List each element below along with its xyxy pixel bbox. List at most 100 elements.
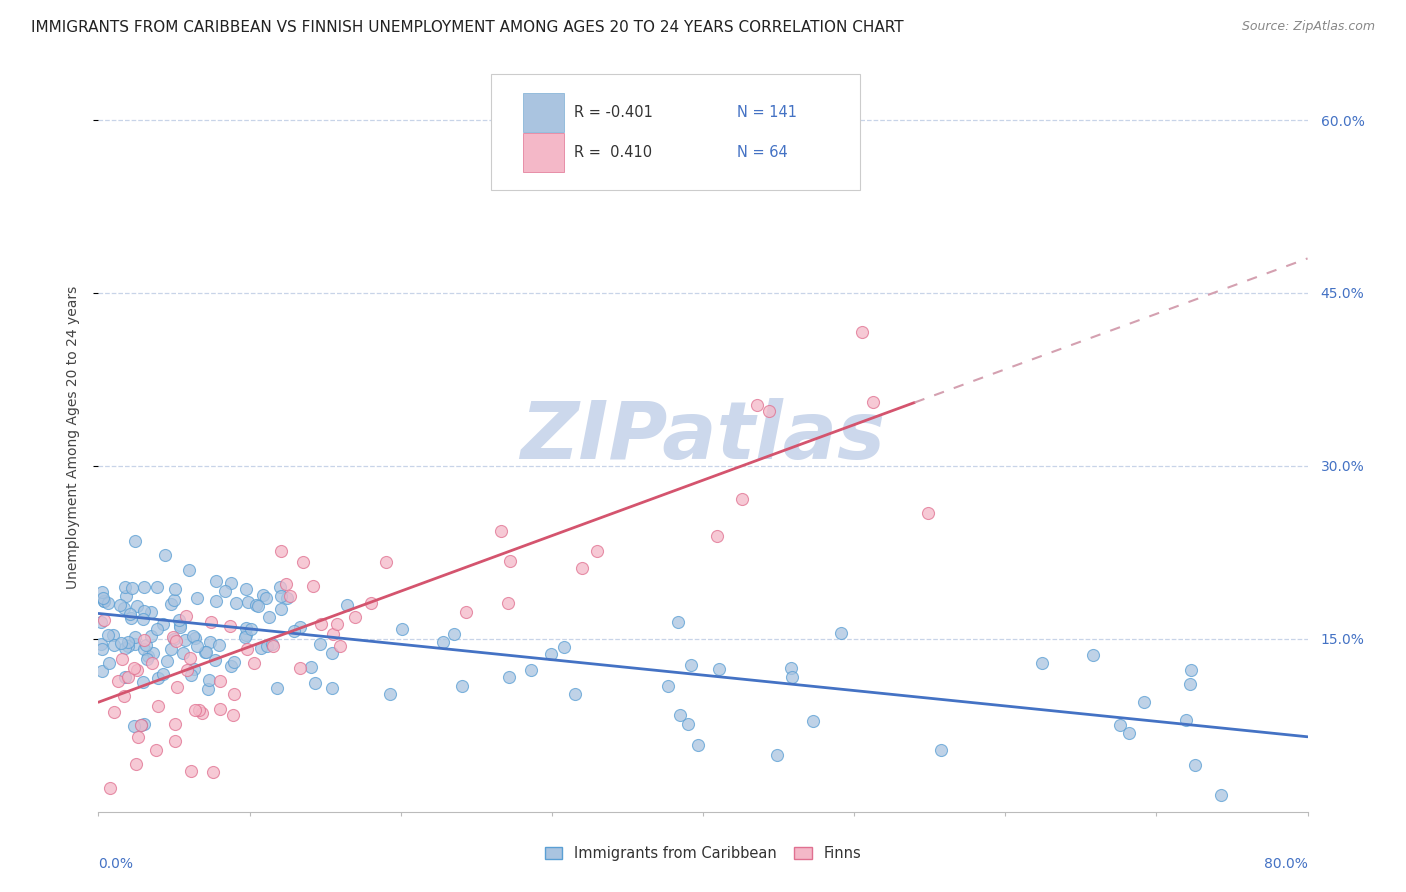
Point bbox=[669, 708, 692, 723]
Point bbox=[222, 708, 245, 723]
Point bbox=[290, 619, 312, 633]
Point bbox=[270, 602, 292, 616]
Point bbox=[214, 584, 236, 599]
Point bbox=[780, 670, 803, 684]
Point bbox=[179, 651, 201, 665]
Text: Source: ZipAtlas.com: Source: ZipAtlas.com bbox=[1241, 20, 1375, 33]
Point bbox=[129, 718, 152, 732]
Point bbox=[456, 605, 478, 619]
Text: R = -0.401: R = -0.401 bbox=[574, 105, 652, 120]
Point bbox=[188, 703, 211, 717]
Point bbox=[766, 747, 789, 762]
Point bbox=[145, 743, 167, 757]
Point bbox=[93, 593, 115, 607]
Point bbox=[181, 629, 204, 643]
Point bbox=[93, 593, 115, 607]
Point bbox=[292, 555, 315, 569]
Legend: Immigrants from Caribbean, Finns: Immigrants from Caribbean, Finns bbox=[546, 846, 860, 861]
Point bbox=[208, 638, 231, 652]
Point bbox=[124, 637, 146, 651]
Point bbox=[141, 657, 163, 671]
Point bbox=[276, 591, 298, 605]
Point bbox=[139, 606, 162, 620]
Point bbox=[180, 667, 202, 681]
Point bbox=[676, 717, 699, 731]
Point bbox=[326, 616, 349, 631]
Point bbox=[90, 584, 112, 599]
Point bbox=[162, 630, 184, 644]
Point bbox=[489, 524, 512, 538]
Point bbox=[108, 598, 131, 612]
Point bbox=[443, 626, 465, 640]
Point bbox=[194, 644, 217, 658]
Point bbox=[235, 631, 257, 645]
Point bbox=[98, 780, 121, 795]
Point bbox=[391, 622, 413, 636]
Point bbox=[239, 622, 262, 636]
Point bbox=[90, 664, 112, 678]
Point bbox=[706, 529, 728, 543]
Point bbox=[245, 598, 267, 612]
Point bbox=[451, 679, 474, 693]
Point bbox=[167, 613, 190, 627]
Point bbox=[172, 646, 194, 660]
Point bbox=[540, 647, 562, 661]
Point bbox=[731, 492, 754, 507]
Point bbox=[141, 629, 163, 643]
Point bbox=[146, 671, 169, 685]
Point bbox=[520, 663, 543, 677]
Point bbox=[156, 654, 179, 668]
Point bbox=[146, 580, 169, 594]
Text: N = 141: N = 141 bbox=[737, 105, 797, 120]
Point bbox=[308, 637, 330, 651]
Point bbox=[129, 718, 152, 732]
Point bbox=[204, 653, 226, 667]
Point bbox=[127, 730, 149, 744]
Point bbox=[270, 590, 292, 604]
Point bbox=[160, 642, 183, 657]
Point bbox=[132, 642, 155, 657]
Point bbox=[322, 627, 344, 641]
FancyBboxPatch shape bbox=[523, 133, 564, 172]
Point bbox=[270, 544, 292, 558]
Point bbox=[499, 554, 522, 568]
Point bbox=[152, 617, 174, 632]
Point bbox=[200, 635, 222, 649]
Point bbox=[197, 681, 219, 696]
Point bbox=[153, 548, 176, 562]
Point bbox=[553, 640, 575, 654]
Point bbox=[336, 598, 359, 612]
Point bbox=[165, 582, 187, 596]
Point bbox=[176, 663, 198, 677]
Point bbox=[191, 706, 214, 720]
Point bbox=[117, 639, 139, 653]
Point bbox=[299, 659, 322, 673]
Point bbox=[201, 764, 224, 779]
Point bbox=[374, 555, 396, 569]
Point bbox=[121, 581, 143, 595]
Point bbox=[131, 674, 153, 689]
Point bbox=[136, 648, 159, 663]
Point bbox=[117, 670, 139, 684]
Point bbox=[432, 635, 454, 649]
Point bbox=[124, 756, 146, 771]
Point bbox=[224, 656, 246, 670]
Point bbox=[112, 689, 135, 703]
Point bbox=[1184, 758, 1206, 772]
Point bbox=[183, 662, 205, 676]
Point bbox=[179, 563, 201, 577]
Point bbox=[90, 637, 112, 651]
Point bbox=[132, 633, 155, 648]
Point bbox=[125, 599, 148, 613]
Point bbox=[235, 582, 257, 596]
Point bbox=[263, 639, 285, 653]
Point bbox=[132, 717, 155, 731]
Point bbox=[321, 646, 343, 660]
Point bbox=[288, 660, 311, 674]
Point bbox=[165, 634, 187, 648]
Point bbox=[169, 620, 191, 634]
Point bbox=[186, 591, 208, 605]
Point bbox=[254, 591, 277, 605]
Point bbox=[114, 670, 136, 684]
Point bbox=[246, 599, 269, 613]
